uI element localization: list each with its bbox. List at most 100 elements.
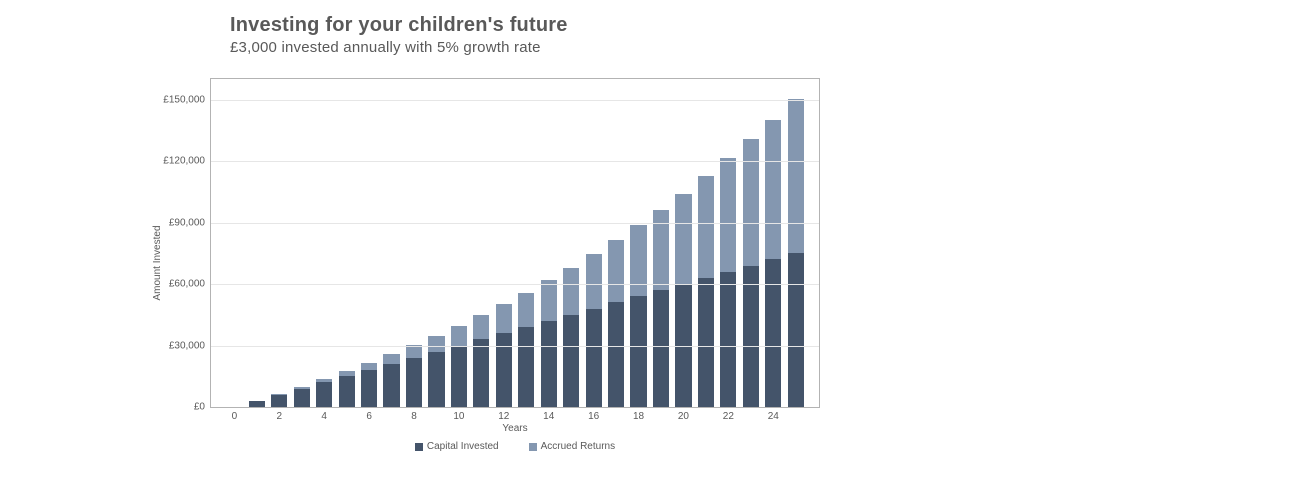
bar-segment-returns	[630, 225, 646, 296]
bar-slot: 10	[448, 79, 470, 407]
bar	[765, 120, 781, 407]
bar-slot	[650, 79, 672, 407]
bar-segment-capital	[316, 382, 332, 407]
legend-item-capital: Capital Invested	[415, 441, 499, 452]
legend-item-returns: Accrued Returns	[529, 441, 615, 452]
bar-segment-capital	[586, 309, 602, 407]
y-tick-label: £120,000	[163, 156, 205, 167]
bar	[563, 268, 579, 407]
x-tick-label: 18	[633, 411, 644, 422]
x-tick-label: 20	[678, 411, 689, 422]
plot-outer: Amount Invested 024681012141618202224 £0…	[120, 78, 820, 448]
bar	[316, 379, 332, 407]
bar-segment-capital	[630, 296, 646, 407]
x-tick-label: 0	[232, 411, 238, 422]
bar	[496, 304, 512, 407]
bar-segment-capital	[698, 278, 714, 407]
bar	[249, 401, 265, 407]
x-axis-label: Years	[210, 423, 820, 434]
bar-slot: 16	[582, 79, 604, 407]
gridline	[211, 100, 819, 101]
x-tick-label: 10	[453, 411, 464, 422]
bar	[653, 210, 669, 407]
bar-slot: 20	[672, 79, 694, 407]
bar	[720, 158, 736, 407]
bar-slot: 22	[717, 79, 739, 407]
bar-segment-capital	[451, 346, 467, 407]
bar-segment-returns	[563, 268, 579, 315]
bar	[698, 176, 714, 407]
bar-slot: 24	[762, 79, 784, 407]
chart-subtitle: £3,000 invested annually with 5% growth …	[230, 39, 820, 56]
y-tick-label: £90,000	[169, 217, 205, 228]
chart-title: Investing for your children's future	[230, 14, 820, 37]
bar-segment-returns	[383, 354, 399, 364]
bar-slot: 12	[493, 79, 515, 407]
bar-slot	[560, 79, 582, 407]
gridline	[211, 223, 819, 224]
bar-segment-returns	[518, 293, 534, 327]
bar	[339, 371, 355, 407]
bar-slot: 14	[538, 79, 560, 407]
bar-segment-capital	[743, 266, 759, 407]
legend: Capital Invested Accrued Returns	[210, 441, 820, 452]
bar	[383, 354, 399, 407]
y-tick-label: £150,000	[163, 94, 205, 105]
gridline	[211, 346, 819, 347]
y-tick-label: £30,000	[169, 340, 205, 351]
bar-slot	[246, 79, 268, 407]
investment-chart: Investing for your children's future £3,…	[120, 0, 820, 448]
bar	[541, 280, 557, 407]
legend-label-capital: Capital Invested	[427, 441, 499, 452]
legend-label-returns: Accrued Returns	[541, 441, 615, 452]
bar-segment-returns	[586, 254, 602, 308]
bar-segment-capital	[294, 389, 310, 407]
bar-segment-capital	[541, 321, 557, 407]
bar	[451, 326, 467, 407]
y-axis-label: Amount Invested	[152, 225, 163, 300]
y-tick-label: £0	[194, 402, 205, 413]
gridline	[211, 284, 819, 285]
bar-segment-returns	[496, 304, 512, 333]
bar-segment-capital	[406, 358, 422, 407]
bar	[473, 315, 489, 407]
bar-slot	[291, 79, 313, 407]
bar-slot	[335, 79, 357, 407]
x-tick-label: 2	[277, 411, 283, 422]
x-tick-label: 16	[588, 411, 599, 422]
bar-slot	[380, 79, 402, 407]
bar-slot	[470, 79, 492, 407]
bar-segment-capital	[271, 395, 287, 407]
bar-slot: 18	[627, 79, 649, 407]
bar-segment-returns	[765, 120, 781, 260]
bar	[788, 99, 804, 407]
x-tick-label: 6	[366, 411, 372, 422]
bar-segment-capital	[653, 290, 669, 407]
chart-titles: Investing for your children's future £3,…	[120, 0, 820, 56]
bar-segment-capital	[518, 327, 534, 407]
bar	[361, 363, 377, 407]
bar	[271, 394, 287, 407]
bar-segment-returns	[608, 240, 624, 302]
bar-segment-returns	[675, 194, 691, 285]
bar	[675, 193, 691, 407]
bar-segment-capital	[428, 352, 444, 407]
bar	[743, 139, 759, 407]
bar-slot	[740, 79, 762, 407]
bar-segment-capital	[383, 364, 399, 407]
bar-slot	[515, 79, 537, 407]
bar-slot: 6	[358, 79, 380, 407]
bar-segment-returns	[406, 345, 422, 357]
bar	[586, 254, 602, 407]
bars-container: 024681012141618202224	[223, 79, 807, 407]
x-tick-label: 22	[723, 411, 734, 422]
bar-segment-returns	[473, 315, 489, 339]
gridline	[211, 161, 819, 162]
bar-segment-returns	[743, 139, 759, 265]
bar	[406, 345, 422, 407]
x-tick-label: 8	[411, 411, 417, 422]
bar-segment-returns	[698, 176, 714, 278]
bar-segment-capital	[563, 315, 579, 407]
legend-swatch-capital	[415, 443, 423, 451]
bar	[630, 225, 646, 407]
